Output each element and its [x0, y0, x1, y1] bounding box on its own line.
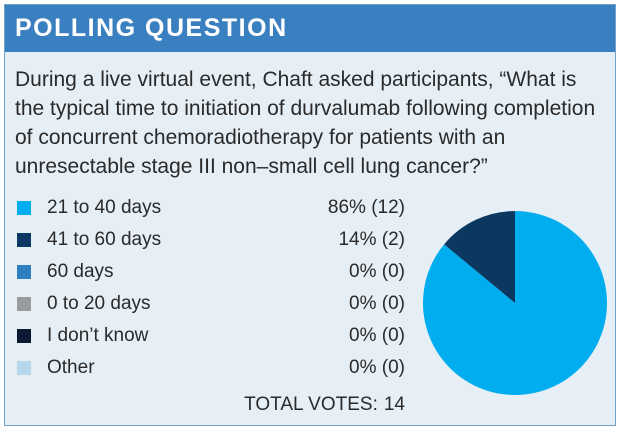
legend-row-0-20: 0 to 20 days 0% (0) [17, 293, 417, 315]
total-votes: TOTAL VOTES: 14 [17, 394, 405, 416]
legend-value: 0% (0) [349, 261, 405, 282]
legend-swatch [17, 361, 31, 375]
legend-row-60: 60 days 0% (0) [17, 261, 417, 283]
legend-label: I don’t know [47, 325, 149, 346]
pie-chart [423, 211, 607, 395]
total-votes-value: 14 [383, 394, 405, 415]
legend-swatch [17, 297, 31, 311]
legend-label: 0 to 20 days [47, 293, 151, 314]
legend-value: 86% (12) [327, 197, 405, 218]
poll-card: POLLING QUESTION During a live virtual e… [4, 4, 616, 426]
legend-row-21-40: 21 to 40 days 86% (12) [17, 197, 417, 219]
legend-label: Other [47, 357, 95, 378]
legend-swatch [17, 233, 31, 247]
legend-swatch [17, 329, 31, 343]
header-title: POLLING QUESTION [5, 5, 615, 52]
legend-value: 0% (0) [349, 357, 405, 378]
legend-value: 14% (2) [338, 229, 405, 250]
poll-question: During a live virtual event, Chaft asked… [15, 68, 596, 178]
total-votes-label: TOTAL VOTES: [244, 394, 378, 415]
legend-row-other: Other 0% (0) [17, 357, 417, 379]
legend-swatch [17, 201, 31, 215]
pie-slice-41-to-60-days [444, 211, 515, 303]
legend-label: 60 days [47, 261, 114, 282]
legend-row-41-60: 41 to 60 days 14% (2) [17, 229, 417, 251]
legend-value: 0% (0) [349, 325, 405, 346]
legend-label: 21 to 40 days [47, 197, 162, 218]
legend-swatch [17, 265, 31, 279]
legend-label: 41 to 60 days [47, 229, 162, 250]
legend-row-dont-know: I don’t know 0% (0) [17, 325, 417, 347]
legend-value: 0% (0) [349, 293, 405, 314]
